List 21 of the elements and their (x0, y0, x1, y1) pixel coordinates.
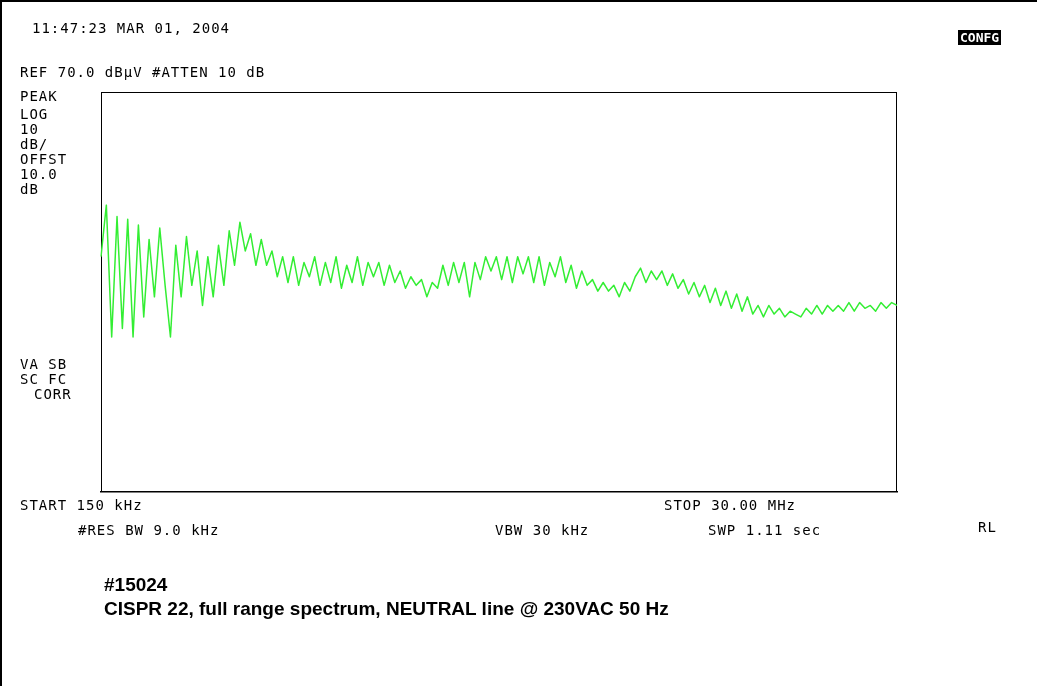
text: #RES BW 9.0 kHz (78, 522, 220, 538)
text: 10 (20, 121, 39, 137)
text: RL (978, 519, 997, 535)
text: 10.0 (20, 166, 58, 182)
text: VBW 30 kHz (495, 522, 590, 538)
text: REF 70.0 dBµV #ATTEN 10 dB (20, 64, 266, 80)
text: CISPR 22, full range spectrum, NEUTRAL line @ 230VAC 50 Hz (104, 598, 669, 620)
text: LOG (20, 106, 49, 122)
text: START 150 kHz (20, 497, 143, 513)
text: SWP 1.11 sec (708, 522, 822, 538)
text: CORR (34, 386, 72, 402)
text: STOP 30.00 MHz (664, 497, 797, 513)
text: SC FC (20, 371, 68, 387)
chart-title: 11:47:23 MAR 01, 2004 (32, 20, 231, 36)
text: CONFG (958, 30, 1002, 45)
text: VA SB (20, 356, 68, 372)
text: OFFST (20, 151, 68, 167)
text: #15024 (104, 574, 168, 596)
text: dB (20, 181, 39, 197)
text: dB/ (20, 136, 49, 152)
text: PEAK (20, 88, 58, 104)
